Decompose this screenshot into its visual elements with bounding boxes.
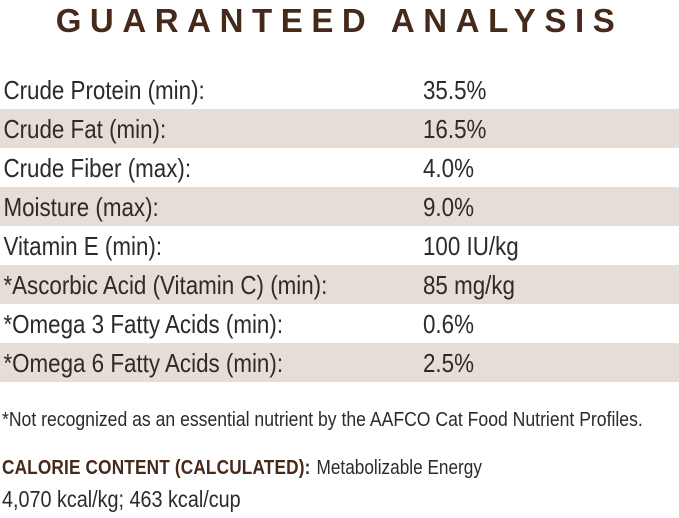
nutrient-value: 100 IU/kg xyxy=(423,230,519,261)
aafco-footnote: *Not recognized as an essential nutrient… xyxy=(2,409,643,431)
nutrient-label: *Ascorbic Acid (Vitamin C) (min): xyxy=(3,269,328,300)
nutrient-value: 4.0% xyxy=(423,152,474,183)
calorie-values-line: 4,070 kcal/kg; 463 kcal/cup xyxy=(2,486,241,512)
table-row: Crude Fiber (max): 4.0% xyxy=(0,148,679,187)
nutrient-value: 16.5% xyxy=(423,113,487,144)
table-row: Vitamin E (min): 100 IU/kg xyxy=(0,226,679,265)
table-row: *Omega 3 Fatty Acids (min): 0.6% xyxy=(0,304,679,343)
nutrient-label: Crude Fiber (max): xyxy=(3,152,192,183)
nutrient-label: *Omega 3 Fatty Acids (min): xyxy=(3,308,284,339)
nutrient-label: Crude Protein (min): xyxy=(3,74,205,105)
calorie-content-line: CALORIE CONTENT (CALCULATED): Metabolizab… xyxy=(2,454,482,482)
table-row: Crude Protein (min): 35.5% xyxy=(0,70,679,109)
nutrient-label: Vitamin E (min): xyxy=(3,230,163,261)
nutrient-value: 85 mg/kg xyxy=(423,269,515,300)
nutrient-label: Moisture (max): xyxy=(3,191,159,222)
calorie-content-subtitle: Metabolizable Energy xyxy=(316,457,482,479)
nutrient-value: 0.6% xyxy=(423,308,474,339)
table-row: *Ascorbic Acid (Vitamin C) (min): 85 mg/… xyxy=(0,265,679,304)
nutrient-label: *Omega 6 Fatty Acids (min): xyxy=(3,347,284,378)
calorie-content-heading: CALORIE CONTENT (CALCULATED): xyxy=(2,457,311,479)
table-row: Moisture (max): 9.0% xyxy=(0,187,679,226)
analysis-table: Crude Protein (min): 35.5% Crude Fat (mi… xyxy=(0,70,679,382)
table-row: Crude Fat (min): 16.5% xyxy=(0,109,679,148)
page-title: GUARANTEED ANALYSIS xyxy=(55,2,624,39)
table-row: *Omega 6 Fatty Acids (min): 2.5% xyxy=(0,343,679,382)
nutrient-value: 35.5% xyxy=(423,74,487,105)
nutrient-value: 9.0% xyxy=(423,191,474,222)
nutrient-label: Crude Fat (min): xyxy=(3,113,167,144)
nutrient-value: 2.5% xyxy=(423,347,474,378)
